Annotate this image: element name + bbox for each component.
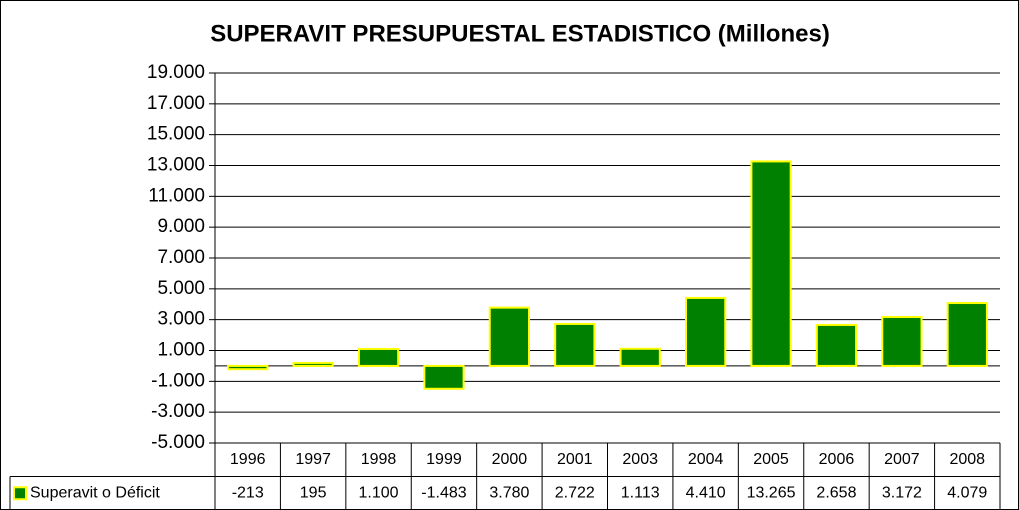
legend-label: Superavit o Déficit bbox=[30, 484, 160, 501]
x-tick-label: 2004 bbox=[688, 451, 724, 468]
table-value: 3.780 bbox=[489, 484, 529, 501]
x-tick-label: 2000 bbox=[492, 451, 528, 468]
y-tick-label: 1.000 bbox=[157, 340, 205, 361]
table-value: 3.172 bbox=[882, 484, 922, 501]
table-value: 1.113 bbox=[621, 484, 660, 501]
bar bbox=[292, 361, 334, 367]
x-tick-label: 1997 bbox=[295, 451, 331, 468]
table-value: 13.265 bbox=[747, 484, 796, 501]
table-value: 195 bbox=[300, 484, 327, 501]
bar bbox=[685, 296, 727, 367]
x-tick-label: 1998 bbox=[361, 451, 397, 468]
table-value: 2.722 bbox=[555, 484, 595, 501]
x-tick-label: 2005 bbox=[753, 451, 789, 468]
y-tick-label: -3.000 bbox=[151, 401, 205, 422]
chart-title: SUPERAVIT PRESUPUESTAL ESTADISTICO (Mill… bbox=[210, 20, 830, 47]
legend-key bbox=[13, 486, 27, 501]
bar bbox=[227, 364, 269, 371]
y-tick-label: 19.000 bbox=[147, 62, 205, 83]
y-tick-label: 3.000 bbox=[157, 309, 205, 330]
x-tick-label: 2006 bbox=[819, 451, 855, 468]
bar bbox=[750, 160, 792, 367]
y-tick-label: -1.000 bbox=[151, 370, 205, 391]
bar bbox=[881, 316, 923, 367]
x-tick-label: 2003 bbox=[622, 451, 658, 468]
bar bbox=[815, 323, 858, 367]
bar bbox=[357, 347, 400, 367]
x-tick-label: 2001 bbox=[557, 451, 593, 468]
table-value: 2.658 bbox=[816, 484, 856, 501]
y-tick-label: 15.000 bbox=[147, 124, 205, 145]
x-tick-label: 1996 bbox=[230, 451, 266, 468]
y-tick-label: 9.000 bbox=[157, 216, 205, 237]
table-value: 4.410 bbox=[686, 484, 726, 501]
y-tick-label: 17.000 bbox=[147, 93, 205, 114]
x-tick-label: 1999 bbox=[426, 451, 462, 468]
bar bbox=[619, 347, 661, 367]
y-tick-label: -5.000 bbox=[151, 432, 205, 453]
y-tick-label: 11.000 bbox=[148, 185, 205, 206]
y-tick-label: 7.000 bbox=[157, 247, 205, 268]
table-value: 4.079 bbox=[947, 484, 987, 501]
table-value: -213 bbox=[232, 484, 264, 501]
table-value: 1.100 bbox=[359, 484, 399, 501]
y-tick-label: 13.000 bbox=[147, 155, 205, 176]
y-tick-label: 5.000 bbox=[157, 278, 205, 299]
bar bbox=[554, 322, 596, 367]
bar bbox=[946, 302, 988, 367]
x-tick-label: 2008 bbox=[949, 451, 985, 468]
bar bbox=[423, 364, 465, 390]
bar bbox=[488, 306, 530, 367]
table-value: -1.483 bbox=[421, 484, 466, 501]
x-tick-label: 2007 bbox=[884, 451, 920, 468]
